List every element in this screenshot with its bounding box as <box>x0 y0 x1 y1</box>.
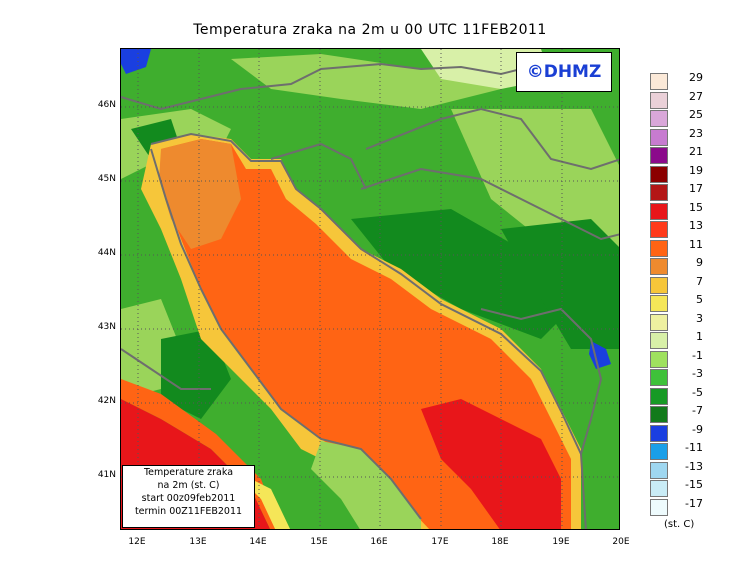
legend-swatch <box>650 239 668 257</box>
temperature-map <box>120 48 620 530</box>
lat-tick: 42N <box>97 396 116 406</box>
legend-label: 27 <box>689 89 703 103</box>
legend-swatch <box>650 350 668 368</box>
legend-label: 5 <box>696 293 703 306</box>
legend-label: 29 <box>689 71 703 84</box>
legend-label: 19 <box>689 163 703 177</box>
info-line: na 2m (st. C) <box>157 480 220 491</box>
legend-label: 15 <box>689 200 703 214</box>
legend-swatch <box>650 406 668 423</box>
legend-label: 9 <box>696 256 703 269</box>
legend-label: -15 <box>685 478 703 491</box>
lon-tick: 12E <box>128 537 146 547</box>
legend-swatch <box>650 73 668 90</box>
mountain-patch <box>351 209 571 339</box>
lowland-patch <box>231 54 501 109</box>
dhmz-logo: ©DHMZ <box>516 52 612 92</box>
lon-tick: 17E <box>431 537 449 547</box>
sea-warm-west <box>121 379 281 529</box>
legend-swatch <box>650 202 668 220</box>
info-line: start 00z09feb2011 <box>141 493 236 504</box>
land-heel <box>311 441 421 529</box>
lon-tick: 15E <box>310 537 328 547</box>
legend-swatch <box>650 498 668 516</box>
lon-tick: 16E <box>370 537 388 547</box>
lon-tick: 19E <box>552 537 570 547</box>
legend-unit: (st. C) <box>664 519 695 530</box>
coastlines <box>121 58 619 529</box>
legend-swatch <box>650 295 668 312</box>
legend-label: -17 <box>685 496 703 510</box>
gulf-warm <box>159 139 241 249</box>
cold-spot <box>589 341 611 369</box>
legend-swatch <box>650 387 668 405</box>
legend-label: 21 <box>689 145 703 158</box>
info-box: Temperature zraka na 2m (st. C) start 00… <box>122 465 255 528</box>
lat-tick: 41N <box>97 470 116 480</box>
legend-swatch <box>650 332 668 349</box>
legend-label: 23 <box>689 126 703 140</box>
legend-label: 25 <box>689 108 703 121</box>
mountain-patch <box>501 219 619 349</box>
legend-label: 3 <box>696 311 703 325</box>
legend-label: -9 <box>692 422 703 436</box>
lon-tick: 14E <box>249 537 267 547</box>
lat-tick: 45N <box>97 174 116 184</box>
legend-label: 17 <box>689 182 703 195</box>
lon-tick: 20E <box>612 537 630 547</box>
sea-mild-west <box>231 469 291 529</box>
map-title: Temperatura zraka na 2m u 00 UTC 11FEB20… <box>193 22 547 38</box>
lat-tick: 44N <box>97 248 116 258</box>
legend-swatch <box>650 184 668 201</box>
legend-swatch <box>650 91 668 109</box>
legend-swatch <box>650 313 668 331</box>
legend-swatch <box>650 461 668 479</box>
sea-hot <box>421 399 561 529</box>
legend-swatch <box>650 110 668 127</box>
cold-spot <box>121 49 151 74</box>
lon-tick: 18E <box>491 537 509 547</box>
legend-swatch <box>650 276 668 294</box>
legend-label: -5 <box>692 385 703 399</box>
lat-tick: 46N <box>97 100 116 110</box>
legend-swatch <box>650 221 668 238</box>
legend-swatch <box>650 147 668 164</box>
legend-label: -3 <box>692 367 703 380</box>
legend-swatch <box>650 128 668 146</box>
legend-swatch <box>650 258 668 275</box>
legend-swatch <box>650 369 668 386</box>
legend-label: -1 <box>692 348 703 362</box>
info-line: termin 00Z11FEB2011 <box>134 506 243 517</box>
graticule <box>121 49 619 529</box>
info-line: Temperature zraka <box>143 467 234 478</box>
legend-label: 1 <box>696 330 703 343</box>
legend-swatch <box>650 165 668 183</box>
legend-label: -13 <box>685 459 703 473</box>
legend-label: 11 <box>689 237 703 251</box>
legend-swatch <box>650 480 668 497</box>
legend-label: -11 <box>685 441 703 454</box>
legend-label: 7 <box>696 274 703 288</box>
legend-swatch <box>650 424 668 442</box>
lowland-patch <box>451 109 619 249</box>
legend-label: 13 <box>689 219 703 232</box>
legend-label: -7 <box>692 404 703 417</box>
legend-swatch <box>650 443 668 460</box>
lon-tick: 13E <box>189 537 207 547</box>
lat-tick: 43N <box>97 322 116 332</box>
map-canvas <box>121 49 619 529</box>
